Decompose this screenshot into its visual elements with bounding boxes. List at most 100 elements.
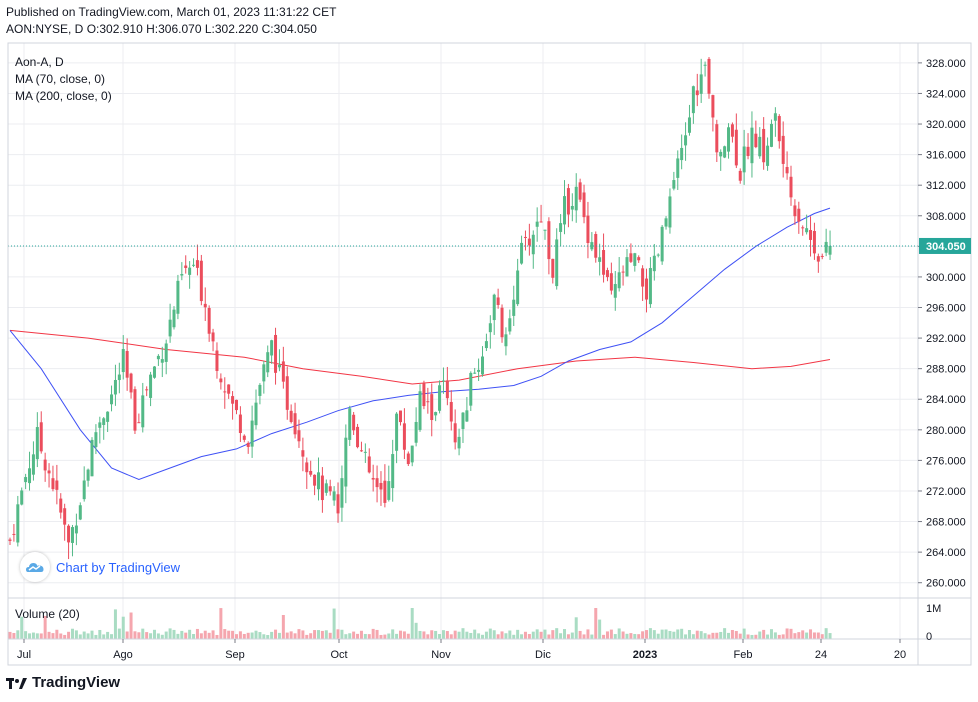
volume-bar	[192, 634, 196, 639]
candle-body	[379, 482, 383, 490]
x-tick-label: Nov	[431, 649, 451, 661]
candle-body	[488, 323, 492, 333]
volume-bar	[660, 629, 664, 639]
volume-bar	[320, 630, 324, 639]
candle-body	[531, 234, 535, 255]
candle	[110, 385, 114, 412]
volume-bar	[820, 634, 824, 639]
volume-bar	[531, 631, 535, 639]
candle	[359, 441, 363, 452]
candle-body	[481, 356, 485, 375]
candle	[238, 406, 242, 442]
candle	[637, 255, 641, 263]
candle	[258, 383, 262, 405]
volume-bar	[164, 631, 168, 639]
candle	[78, 502, 82, 521]
candle	[762, 117, 766, 170]
candle-body	[313, 474, 317, 486]
candle-body	[59, 498, 63, 513]
candle-body	[117, 374, 121, 381]
candle-body	[816, 256, 820, 262]
y-tick-label: 276.000	[926, 455, 966, 467]
candle	[422, 380, 426, 410]
tradingview-brand[interactable]: TradingView	[6, 674, 120, 691]
candle-body	[78, 505, 82, 520]
volume-bar	[488, 628, 492, 639]
candle-body	[305, 462, 309, 473]
candle-body	[637, 257, 641, 261]
candle-body	[113, 379, 117, 395]
volume-bar	[816, 632, 820, 639]
volume-bar	[340, 629, 344, 639]
volume-bar	[508, 630, 512, 639]
candle	[535, 207, 539, 242]
candle-body	[555, 239, 559, 287]
candle	[801, 225, 805, 236]
candle	[641, 265, 645, 301]
candle-body	[24, 477, 28, 483]
volume-bar	[723, 628, 727, 639]
candle-body	[559, 223, 563, 232]
volume-bar	[769, 629, 773, 639]
volume-bar	[613, 634, 617, 639]
tradingview-watermark[interactable]: Chart by TradingView	[20, 552, 180, 582]
candle	[59, 493, 63, 519]
volume-bar	[520, 634, 524, 639]
volume-bar	[637, 634, 641, 639]
candle	[676, 150, 680, 190]
volume-bar	[55, 629, 59, 639]
volume-bar	[496, 634, 500, 639]
candle	[387, 465, 391, 502]
close-label: C:	[261, 22, 274, 36]
candle-body	[28, 468, 32, 484]
volume-bar	[82, 631, 86, 639]
volume-bar	[680, 628, 684, 639]
volume-bar	[766, 634, 770, 639]
candle	[90, 437, 94, 477]
tradingview-logo-icon	[6, 677, 27, 689]
volume-bar	[625, 633, 629, 639]
candle-body	[137, 422, 141, 424]
candle	[539, 204, 543, 223]
candle-body	[715, 124, 719, 153]
volume-bar	[324, 630, 328, 639]
volume-bar	[215, 634, 219, 639]
x-tick-label: 24	[815, 649, 827, 661]
candle	[20, 487, 24, 506]
candle-body	[207, 307, 211, 334]
volume-bar	[59, 633, 63, 639]
candle	[707, 57, 711, 99]
candle	[51, 465, 55, 492]
volume-bar	[8, 631, 12, 639]
volume-bar	[274, 629, 278, 639]
candle-body	[35, 427, 39, 460]
volume-bar	[223, 629, 227, 639]
candle-body	[629, 253, 633, 262]
candle	[719, 149, 723, 171]
candle	[125, 338, 129, 391]
volume-bar	[668, 630, 672, 639]
candle	[785, 151, 789, 180]
candle	[316, 457, 320, 501]
candle	[383, 464, 387, 508]
volume-bar	[90, 630, 94, 639]
volume-bar	[180, 630, 184, 639]
volume-bar	[242, 633, 246, 639]
volume-bar	[449, 634, 453, 639]
candle	[219, 373, 223, 390]
candle	[699, 58, 703, 103]
volume-bar	[492, 630, 496, 639]
volume-bar	[539, 631, 543, 639]
volume-bar	[523, 631, 527, 639]
x-tick-label: Sep	[225, 649, 245, 661]
candle	[55, 464, 59, 505]
candle-body	[641, 268, 645, 287]
volume-bar	[590, 634, 594, 639]
candle	[332, 486, 336, 506]
published-info: Published on TradingView.com, March 01, …	[6, 5, 337, 19]
candle	[680, 134, 684, 170]
candle-body	[195, 260, 199, 268]
candle	[285, 366, 289, 420]
candle	[8, 537, 12, 546]
